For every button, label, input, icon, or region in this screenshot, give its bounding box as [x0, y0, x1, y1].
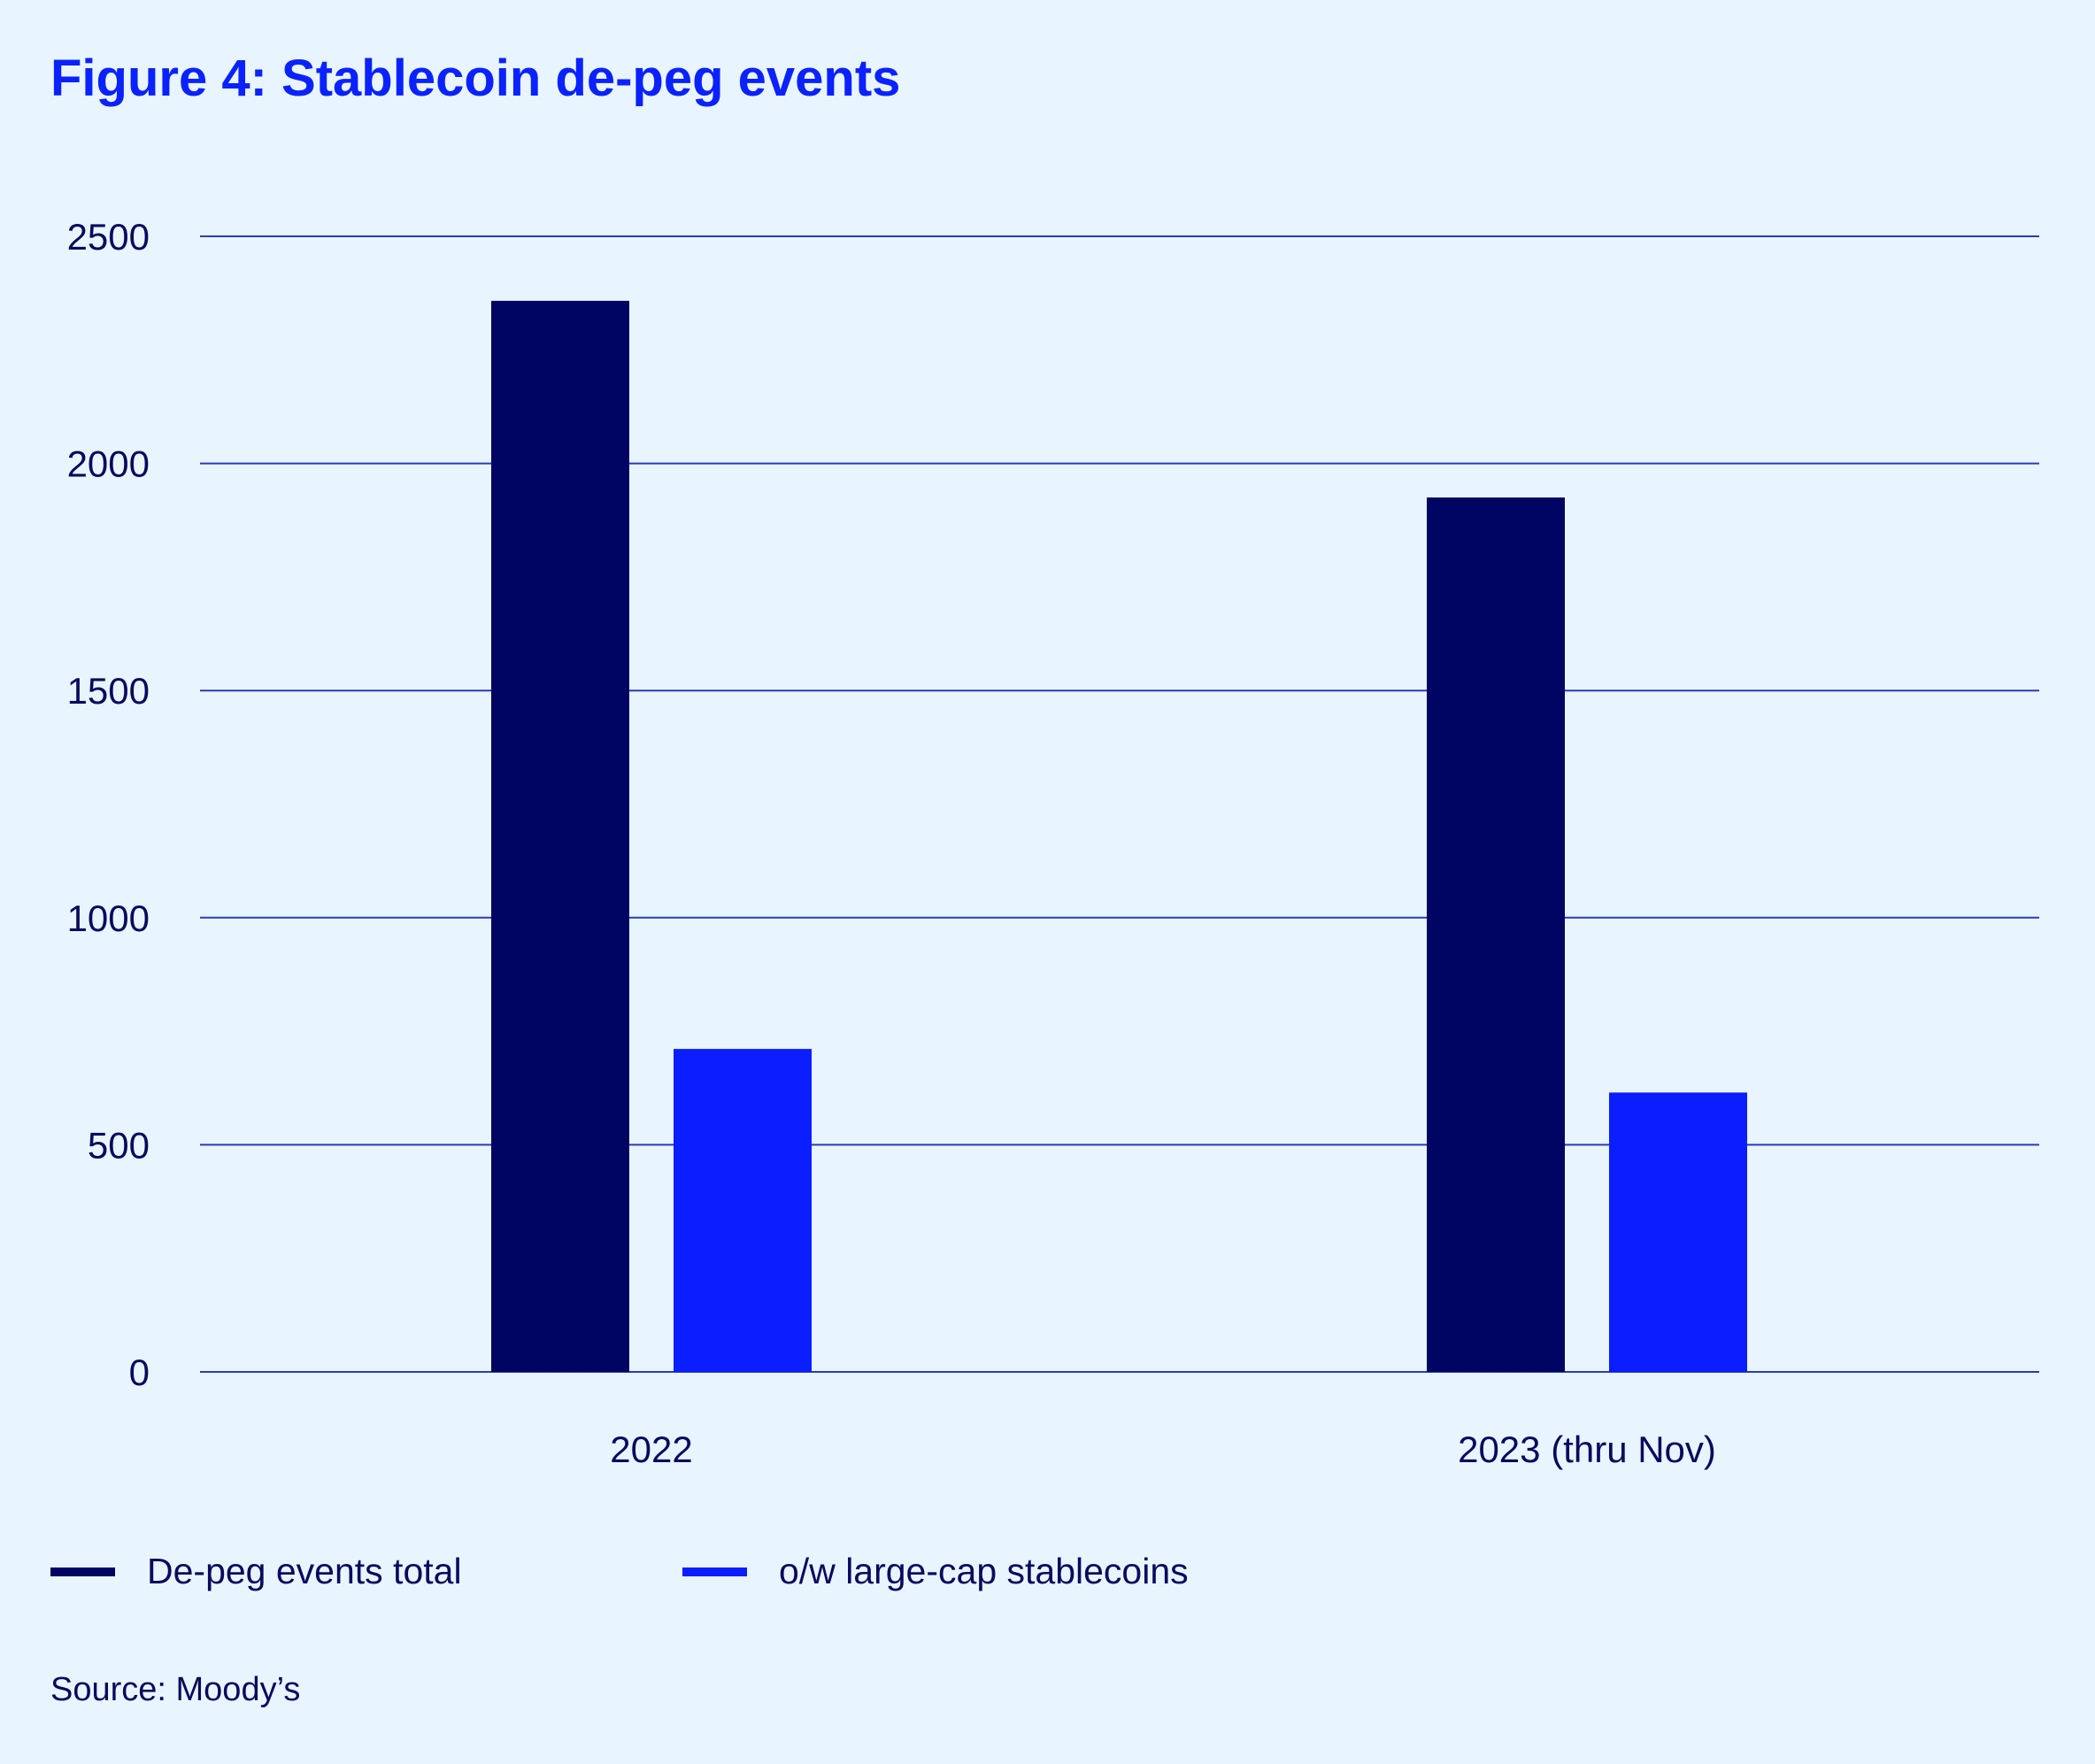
legend-label-large-cap: o/w large-cap stablecoins [779, 1551, 1189, 1591]
source-note: Source: Moody’s [50, 1671, 301, 1708]
legend-swatch-large-cap [682, 1567, 747, 1576]
x-tick-label: 2022 [610, 1429, 692, 1470]
bar-large-cap-1 [1609, 1092, 1747, 1372]
y-tick-label: 2000 [67, 443, 150, 485]
bar-large-cap-0 [674, 1049, 812, 1372]
y-tick-label: 2500 [67, 216, 150, 258]
legend-label-total: De-peg events total [147, 1551, 462, 1591]
x-tick-label: 2023 (thru Nov) [1458, 1429, 1716, 1470]
y-tick-label: 1000 [67, 897, 150, 939]
y-tick-label: 0 [129, 1352, 150, 1393]
legend-swatch-total [50, 1567, 115, 1576]
y-tick-label: 500 [88, 1124, 150, 1166]
bar-total-1 [1427, 497, 1565, 1372]
legend-item-large-cap: o/w large-cap stablecoins [682, 1551, 1189, 1592]
chart-title: Figure 4: Stablecoin de-peg events [50, 50, 901, 107]
bar-total-0 [491, 300, 629, 1372]
legend-item-total: De-peg events total [50, 1551, 462, 1592]
y-tick-label: 1500 [67, 670, 150, 712]
